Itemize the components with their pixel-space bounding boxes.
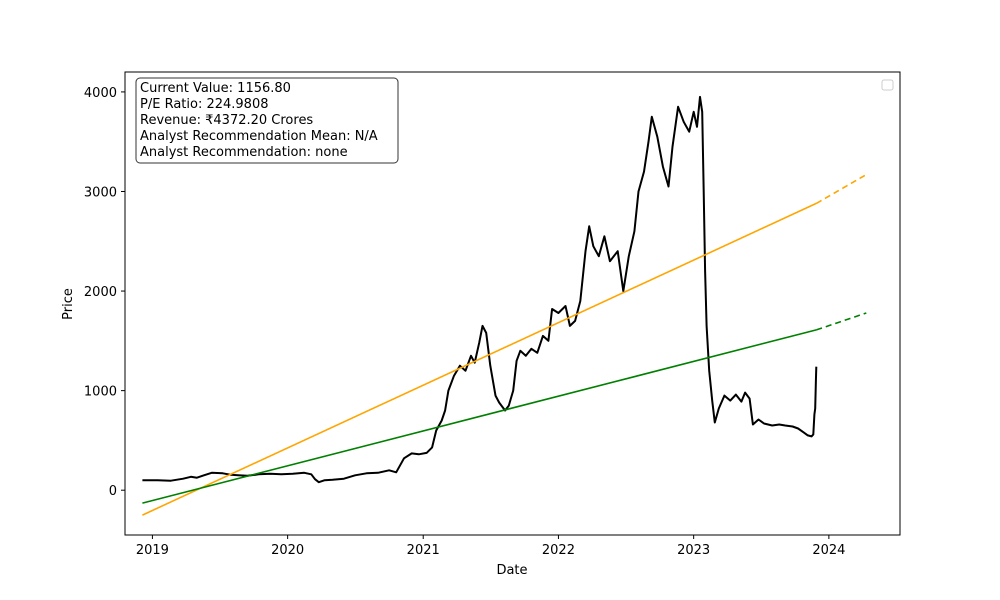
x-tick-label: 2019 bbox=[136, 543, 169, 558]
x-tick-label: 2020 bbox=[271, 543, 304, 558]
y-axis-label: Price bbox=[61, 288, 76, 320]
orange-trend-line bbox=[142, 202, 817, 516]
y-tick-label: 1000 bbox=[84, 385, 117, 400]
ticks-layer: 2019 2020 2021 2022 2023 2024 0 1000 2000 3000 400… bbox=[84, 86, 846, 558]
info-pe-ratio: P/E Ratio: 224.9808 bbox=[140, 97, 268, 112]
info-box: Current Value: 1156.80 P/E Ratio: 224.98… bbox=[135, 77, 399, 164]
x-tick-label: 2021 bbox=[407, 543, 440, 558]
info-analyst-mean: Analyst Recommendation Mean: N/A bbox=[140, 129, 378, 144]
plot-layer bbox=[142, 95, 867, 516]
plot-frame bbox=[124, 71, 901, 536]
y-tick-label: 0 bbox=[109, 484, 117, 499]
x-tick-label: 2024 bbox=[812, 543, 845, 558]
info-revenue: Revenue: ₹4372.20 Crores bbox=[140, 113, 313, 128]
x-tick-label: 2023 bbox=[677, 543, 710, 558]
info-analyst-recommendation: Analyst Recommendation: none bbox=[140, 145, 348, 160]
y-tick-label: 3000 bbox=[84, 185, 117, 200]
x-axis-label: Date bbox=[496, 563, 527, 578]
price-line bbox=[142, 95, 818, 484]
y-tick-label: 4000 bbox=[84, 86, 117, 101]
legend-box bbox=[881, 79, 894, 91]
green-trend-line bbox=[142, 329, 817, 504]
info-box-frame bbox=[135, 77, 399, 164]
y-tick-label: 2000 bbox=[84, 285, 117, 300]
green-trend-forecast bbox=[816, 312, 867, 331]
info-current-value: Current Value: 1156.80 bbox=[140, 81, 291, 96]
x-tick-label: 2022 bbox=[542, 543, 575, 558]
